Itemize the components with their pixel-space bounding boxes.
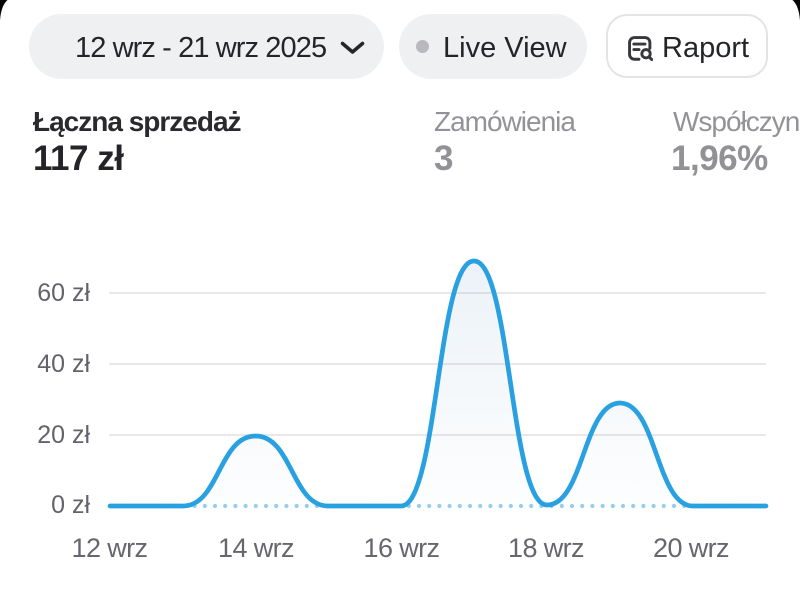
svg-text:40 zł: 40 zł xyxy=(37,350,90,378)
svg-text:16 wrz: 16 wrz xyxy=(364,533,440,563)
svg-text:60 zł: 60 zł xyxy=(37,279,90,307)
svg-text:12 wrz: 12 wrz xyxy=(72,533,148,563)
svg-text:18 wrz: 18 wrz xyxy=(508,533,584,563)
svg-text:0 zł: 0 zł xyxy=(51,491,90,519)
svg-text:20 zł: 20 zł xyxy=(37,421,90,449)
svg-text:14 wrz: 14 wrz xyxy=(218,533,294,563)
svg-text:20 wrz: 20 wrz xyxy=(653,533,729,563)
